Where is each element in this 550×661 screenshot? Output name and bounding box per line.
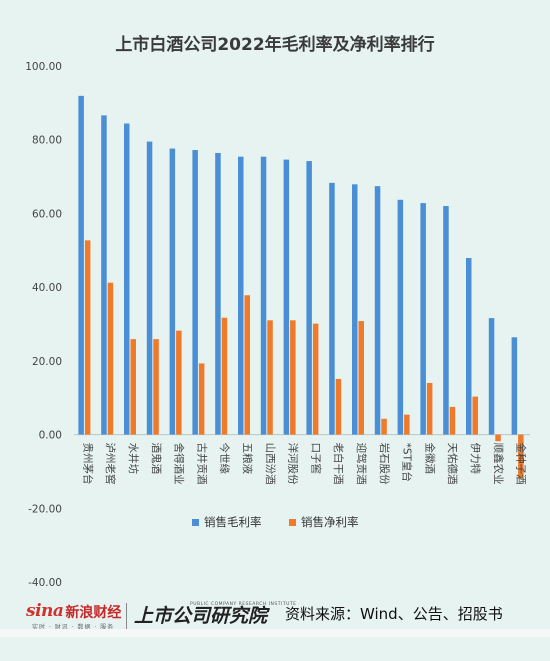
bar-gross-margin bbox=[192, 150, 198, 435]
x-category-label: 金徽酒 bbox=[423, 443, 436, 475]
x-category-label: 老白干酒 bbox=[332, 443, 345, 485]
x-category-label: 贵州茅台 bbox=[81, 443, 94, 485]
footer: sina 新浪财经 实时 · 财讯 · 数据 · 服务 上市公司研究院 PUBL… bbox=[0, 595, 550, 661]
y-tick-label: 60.00 bbox=[32, 208, 62, 220]
y-tick-label: 20.00 bbox=[32, 356, 62, 368]
bar-net-margin bbox=[404, 414, 410, 435]
bar-net-margin bbox=[107, 282, 114, 435]
bar-net-margin bbox=[358, 321, 364, 435]
bar-net-margin bbox=[130, 339, 136, 435]
bar-net-margin bbox=[84, 240, 91, 435]
bar-net-margin bbox=[312, 323, 319, 435]
bar-net-margin bbox=[176, 330, 182, 435]
bar-gross-margin bbox=[443, 206, 449, 435]
bar-gross-margin bbox=[352, 184, 358, 435]
bar-net-margin bbox=[426, 382, 433, 435]
x-category-label: 古井贡酒 bbox=[195, 443, 208, 485]
bar-gross-margin bbox=[283, 159, 290, 435]
legend-swatch-net bbox=[289, 519, 296, 526]
bar-gross-margin bbox=[238, 156, 244, 435]
bar-gross-margin bbox=[78, 95, 84, 435]
bar-net-margin bbox=[290, 320, 296, 435]
x-category-label: *ST皇台 bbox=[401, 443, 414, 482]
bar-gross-margin bbox=[169, 148, 176, 435]
chart-title: 上市白酒公司2022年毛利率及净利率排行 bbox=[115, 34, 434, 55]
bar-net-margin bbox=[267, 320, 273, 435]
chart: 上市白酒公司2022年毛利率及净利率排行 100.00 80.00 60.00 40.0… bbox=[25, 34, 530, 589]
y-tick-label: 80.00 bbox=[32, 135, 62, 147]
bar-gross-margin bbox=[329, 182, 335, 435]
x-category-label: 岩石股份 bbox=[378, 443, 391, 485]
x-category-label: 五粮液 bbox=[241, 443, 254, 475]
legend-label-net: 销售净利率 bbox=[301, 515, 359, 529]
x-category-label: 迎驾贡酒 bbox=[355, 443, 368, 485]
x-category-label: 舍得酒业 bbox=[173, 443, 186, 485]
institute-name: 上市公司研究院 bbox=[134, 605, 268, 627]
bar-gross-margin bbox=[124, 123, 130, 435]
bar-net-margin bbox=[495, 434, 501, 442]
institute-logo: 上市公司研究院 PUBLIC COMPANY RESEARCH INSTITUT… bbox=[134, 601, 296, 628]
sina-finance-logo: sina 新浪财经 实时 · 财讯 · 数据 · 服务 bbox=[26, 601, 122, 631]
y-tick-label: 0.00 bbox=[39, 430, 62, 442]
legend-label-gross: 销售毛利率 bbox=[204, 515, 262, 529]
bar-net-margin bbox=[518, 434, 524, 479]
bar-gross-margin bbox=[374, 186, 381, 435]
x-category-label: 顺鑫农业 bbox=[492, 443, 505, 485]
sina-logo-text: sina bbox=[26, 601, 64, 621]
bar-gross-margin bbox=[215, 152, 221, 435]
footer-divider bbox=[126, 603, 127, 631]
bar-gross-margin bbox=[306, 161, 312, 435]
x-category-label: 泸州老窖 bbox=[104, 443, 117, 485]
sina-finance-name: 新浪财经 bbox=[65, 605, 122, 621]
x-category-label: 水井坊 bbox=[127, 443, 140, 475]
bar-net-margin bbox=[153, 339, 159, 435]
bar-gross-margin bbox=[146, 141, 153, 435]
x-category-label: 天佑德酒 bbox=[446, 443, 459, 485]
bar-net-margin bbox=[198, 363, 205, 435]
bar-gross-margin bbox=[260, 156, 267, 435]
bar-net-margin bbox=[381, 418, 387, 435]
data-source: 资料来源：Wind、公告、招股书 bbox=[285, 605, 503, 623]
x-category-label: 口子窖 bbox=[309, 443, 322, 475]
x-category-label: 山西汾酒 bbox=[264, 443, 277, 485]
y-tick-label: 40.00 bbox=[32, 282, 62, 294]
bar-gross-margin bbox=[101, 115, 107, 435]
y-tick-label: -40.00 bbox=[28, 577, 62, 589]
x-category-label: 金种子酒 bbox=[515, 443, 528, 485]
bar-net-margin bbox=[244, 295, 250, 435]
bar-net-margin bbox=[221, 317, 228, 435]
bottom-strip bbox=[0, 629, 550, 637]
x-category-label: 今世缘 bbox=[218, 443, 231, 475]
bar-net-margin bbox=[335, 378, 342, 435]
y-tick-label: 100.00 bbox=[25, 61, 62, 73]
legend-swatch-gross bbox=[192, 519, 199, 526]
bar-gross-margin bbox=[488, 318, 495, 435]
sina-slogan: 实时 · 财讯 · 数据 · 服务 bbox=[32, 624, 115, 631]
bar-gross-margin bbox=[511, 337, 518, 435]
x-category-label: 酒鬼酒 bbox=[150, 443, 163, 475]
institute-english-name: PUBLIC COMPANY RESEARCH INSTITUTE bbox=[190, 602, 297, 607]
bar-net-margin bbox=[472, 396, 478, 435]
x-category-label: 伊力特 bbox=[469, 443, 482, 475]
y-tick-label: -20.00 bbox=[28, 503, 62, 515]
x-category-label: 洋河股份 bbox=[287, 443, 300, 485]
bar-net-margin bbox=[449, 406, 456, 435]
bar-gross-margin bbox=[420, 203, 426, 435]
bar-gross-margin bbox=[466, 258, 472, 435]
bar-gross-margin bbox=[397, 199, 404, 435]
